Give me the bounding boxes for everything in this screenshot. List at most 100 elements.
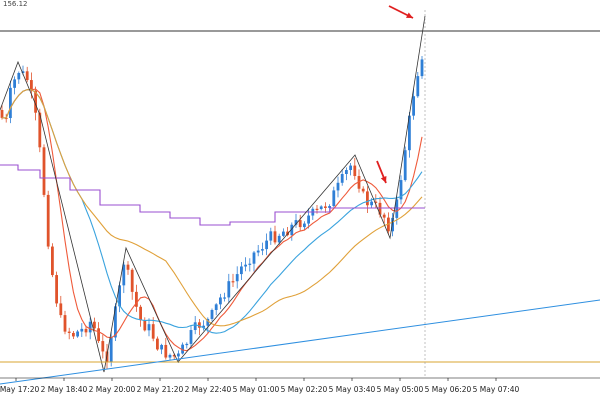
candle-body: [391, 217, 394, 232]
candle-body: [315, 208, 319, 210]
candle-body: [67, 331, 71, 333]
candle-body: [261, 249, 264, 251]
arrow-top-right-head: [406, 12, 413, 18]
candle-body: [227, 281, 231, 298]
candle-body: [59, 303, 63, 316]
candle-body: [84, 328, 88, 333]
candle-body: [345, 170, 348, 175]
candle-body: [235, 274, 239, 282]
candle-body: [38, 112, 42, 148]
x-tick-label: 2 May 21:20: [137, 385, 184, 394]
candle-body: [55, 275, 58, 304]
candle-body: [244, 264, 247, 267]
candle-body: [46, 194, 50, 247]
candle-body: [17, 73, 21, 80]
candle-body: [231, 281, 235, 283]
candle-body: [63, 315, 67, 332]
candle-body: [336, 182, 340, 191]
candle-body: [202, 325, 205, 328]
candle-body: [72, 332, 75, 337]
x-tick-label: 5 May 05:00: [377, 385, 424, 394]
candle-body: [307, 215, 310, 224]
candle-body: [252, 252, 256, 264]
candle-body: [181, 344, 184, 354]
candle-body: [25, 71, 29, 81]
candle-body: [378, 202, 382, 215]
candle-body: [30, 80, 33, 91]
candle-body: [408, 115, 411, 151]
x-axis: 2 May 17:202 May 18:402 May 20:002 May 2…: [0, 377, 600, 394]
candle-body: [118, 285, 121, 307]
candle-body: [151, 324, 155, 339]
candle-body: [13, 79, 16, 88]
x-tick-label: 5 May 07:40: [473, 385, 520, 394]
candle-body: [219, 297, 222, 305]
candle-body: [177, 353, 180, 357]
x-tick-label: 5 May 03:40: [329, 385, 376, 394]
candle-body: [130, 269, 134, 292]
candle-body: [370, 201, 373, 206]
candle-body: [277, 235, 281, 243]
candle-body: [269, 231, 273, 241]
candle-body: [256, 250, 260, 253]
candle-body: [294, 220, 298, 225]
candle-body: [76, 331, 79, 337]
candle-body: [420, 59, 424, 77]
candle-body: [0, 110, 4, 118]
candle-body: [382, 214, 386, 218]
candle-body: [168, 354, 172, 358]
candle-body: [42, 147, 46, 195]
candle-body: [332, 190, 336, 207]
candle-body: [399, 180, 403, 200]
candle-body: [109, 337, 113, 362]
candle-body: [214, 304, 218, 310]
candle-body: [139, 306, 142, 321]
candle-body: [114, 306, 117, 338]
candle-body: [156, 338, 159, 350]
candle-body: [210, 309, 214, 319]
x-tick-label: 2 May 20:00: [89, 385, 136, 394]
candle-body: [135, 291, 138, 307]
candle-body: [160, 344, 163, 350]
candle-body: [34, 90, 37, 113]
candle-body: [172, 354, 176, 357]
ma-slow-line: [1, 89, 423, 327]
candle-body: [319, 206, 323, 210]
candle-body: [357, 176, 361, 189]
candle-body: [395, 199, 399, 218]
candle-body: [122, 264, 126, 286]
candle-body: [403, 150, 407, 181]
candle-body: [126, 264, 130, 270]
zigzag-line: [0, 15, 426, 373]
candle-body: [21, 71, 25, 74]
candle-body: [9, 87, 12, 119]
candle-body: [101, 341, 105, 352]
x-tick-label: 5 May 01:00: [233, 385, 280, 394]
candle-body: [93, 321, 96, 329]
candle-body: [143, 320, 147, 331]
candle-body: [88, 321, 92, 333]
candle-body: [349, 165, 352, 171]
indicator-lines: [0, 15, 426, 373]
x-tick-label: 2 May 18:40: [41, 385, 88, 394]
ichimoku-line: [0, 164, 425, 226]
candle-body: [240, 266, 243, 275]
candle-body: [164, 344, 168, 358]
candle-body: [248, 263, 252, 265]
candle-body: [340, 174, 344, 183]
candle-body: [206, 318, 210, 326]
x-tick-label: 2 May 22:40: [185, 385, 232, 394]
candle-body: [412, 96, 415, 116]
annotations: [0, 5, 600, 385]
candle-body: [147, 324, 151, 331]
candle-body: [290, 224, 294, 236]
candle-body: [80, 328, 84, 332]
ma-fast-line: [1, 88, 423, 352]
candle-body: [361, 188, 365, 192]
candle-body: [328, 206, 331, 208]
candle-body: [198, 322, 201, 328]
candle-body: [298, 220, 302, 228]
price-readout: 156.12: [3, 0, 28, 8]
candle-body: [51, 246, 54, 276]
